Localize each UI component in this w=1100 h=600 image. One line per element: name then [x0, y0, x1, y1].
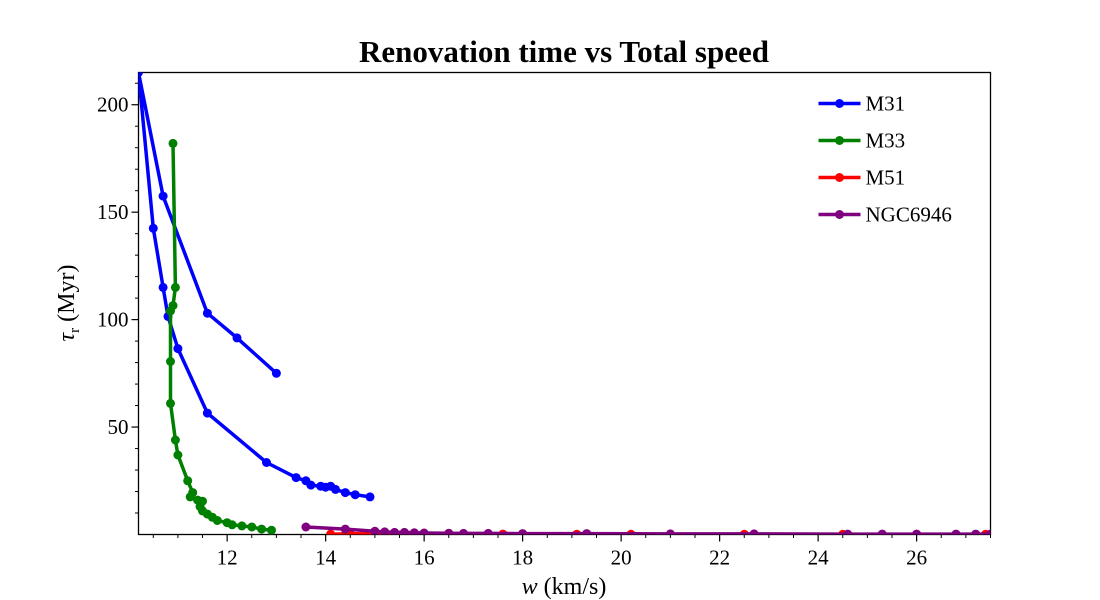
legend-marker-m33 [835, 136, 844, 145]
chart-title: Renovation time vs Total speed [359, 34, 769, 69]
data-point-m31 [148, 223, 158, 233]
x-tick-label: 18 [512, 546, 533, 570]
data-point-m33 [267, 525, 276, 535]
data-point-m33 [168, 138, 178, 148]
data-point-ngc6946 [444, 528, 454, 535]
legend-marker-m51 [835, 173, 844, 182]
data-point-ngc6946 [912, 529, 922, 535]
data-point-m31 [173, 344, 183, 354]
legend: M31 M33 M51 NGC6946 [818, 92, 952, 227]
legend-label-m31: M31 [866, 92, 906, 116]
data-point-m33 [166, 398, 175, 408]
plot-area [138, 72, 991, 535]
legend-marker-ngc6946 [835, 210, 844, 219]
x-tick-label: 24 [808, 546, 830, 570]
y-tick-label: 50 [108, 415, 129, 439]
data-point-ngc6946 [409, 528, 419, 535]
data-point-m31 [350, 490, 360, 500]
data-point-ngc6946 [370, 526, 380, 535]
data-point-ngc6946 [749, 529, 759, 535]
data-point-ngc6946 [665, 529, 675, 535]
x-axis-unit: (km/s) [538, 574, 607, 600]
y-axis-unit: (Myr) [54, 265, 80, 328]
data-point-m33 [257, 524, 267, 534]
data-point-m33 [166, 306, 175, 316]
data-point-m31 [158, 191, 168, 201]
data-point-m31 [291, 473, 301, 483]
data-point-ngc6946 [399, 527, 409, 535]
data-point-m33 [185, 492, 195, 502]
data-point-m31 [306, 480, 316, 490]
y-axis-label: τr (Myr) [54, 265, 83, 342]
data-point-m31 [232, 333, 242, 343]
series-m33 [166, 138, 276, 535]
legend-label-ngc6946: NGC6946 [866, 203, 952, 227]
data-point-m31 [202, 408, 212, 418]
data-point-ngc6946 [986, 529, 991, 535]
data-point-m33 [212, 516, 222, 525]
data-point-m31 [158, 282, 168, 292]
data-point-ngc6946 [518, 529, 528, 535]
x-tick-label: 14 [315, 546, 337, 570]
data-point-ngc6946 [301, 522, 311, 532]
data-point-m33 [247, 522, 257, 532]
legend-label-m51: M51 [866, 166, 906, 190]
data-point-ngc6946 [459, 528, 468, 535]
data-point-m31 [202, 308, 212, 318]
x-axis: 12 14 16 18 20 22 24 26 [152, 534, 991, 570]
data-point-m33 [173, 450, 183, 460]
x-tick-label: 26 [906, 546, 927, 570]
legend-marker-m31 [835, 99, 844, 108]
data-point-m31 [365, 492, 375, 502]
y-axis-variable: τ [54, 331, 80, 341]
data-point-ngc6946 [390, 527, 400, 535]
data-point-m31 [271, 368, 281, 378]
legend-item-m33: M33 [818, 129, 906, 153]
y-axis-subscript: r [67, 328, 83, 333]
series-line-m33 [168, 143, 272, 532]
data-point-ngc6946 [971, 529, 981, 535]
legend-item-m31: M31 [818, 92, 906, 116]
data-point-ngc6946 [843, 529, 853, 535]
data-point-ngc6946 [582, 529, 592, 535]
data-point-ngc6946 [951, 529, 961, 535]
y-tick-label: 150 [97, 200, 129, 224]
y-tick-label: 100 [97, 308, 129, 332]
legend-label-m33: M33 [866, 129, 906, 153]
legend-item-ngc6946: NGC6946 [818, 203, 952, 227]
data-point-ngc6946 [340, 524, 350, 534]
x-tick-label: 16 [414, 546, 435, 570]
x-tick-label: 20 [611, 546, 632, 570]
data-point-ngc6946 [419, 528, 429, 535]
data-point-m33 [170, 282, 180, 292]
data-point-m51 [326, 529, 336, 535]
series-ngc6946 [301, 522, 991, 535]
data-point-m33 [227, 520, 237, 530]
data-point-m33 [170, 435, 180, 445]
data-point-m33 [237, 521, 247, 531]
data-point-ngc6946 [380, 527, 390, 535]
data-point-m31 [340, 488, 350, 498]
data-point-m31 [138, 72, 143, 77]
x-axis-label: w (km/s) [522, 574, 607, 600]
series-m31 [138, 72, 375, 502]
data-point-m31 [331, 484, 340, 494]
y-axis: 50 100 150 200 [97, 82, 139, 514]
data-point-m33 [166, 357, 175, 366]
legend-item-m51: M51 [818, 166, 906, 190]
x-tick-label: 22 [709, 546, 730, 570]
data-point-ngc6946 [483, 528, 493, 535]
data-point-ngc6946 [877, 529, 887, 535]
x-axis-variable: w [522, 574, 538, 600]
data-point-m33 [183, 476, 193, 486]
data-point-m31 [262, 458, 271, 467]
x-tick-label: 12 [217, 546, 238, 570]
y-tick-label: 200 [97, 93, 129, 117]
